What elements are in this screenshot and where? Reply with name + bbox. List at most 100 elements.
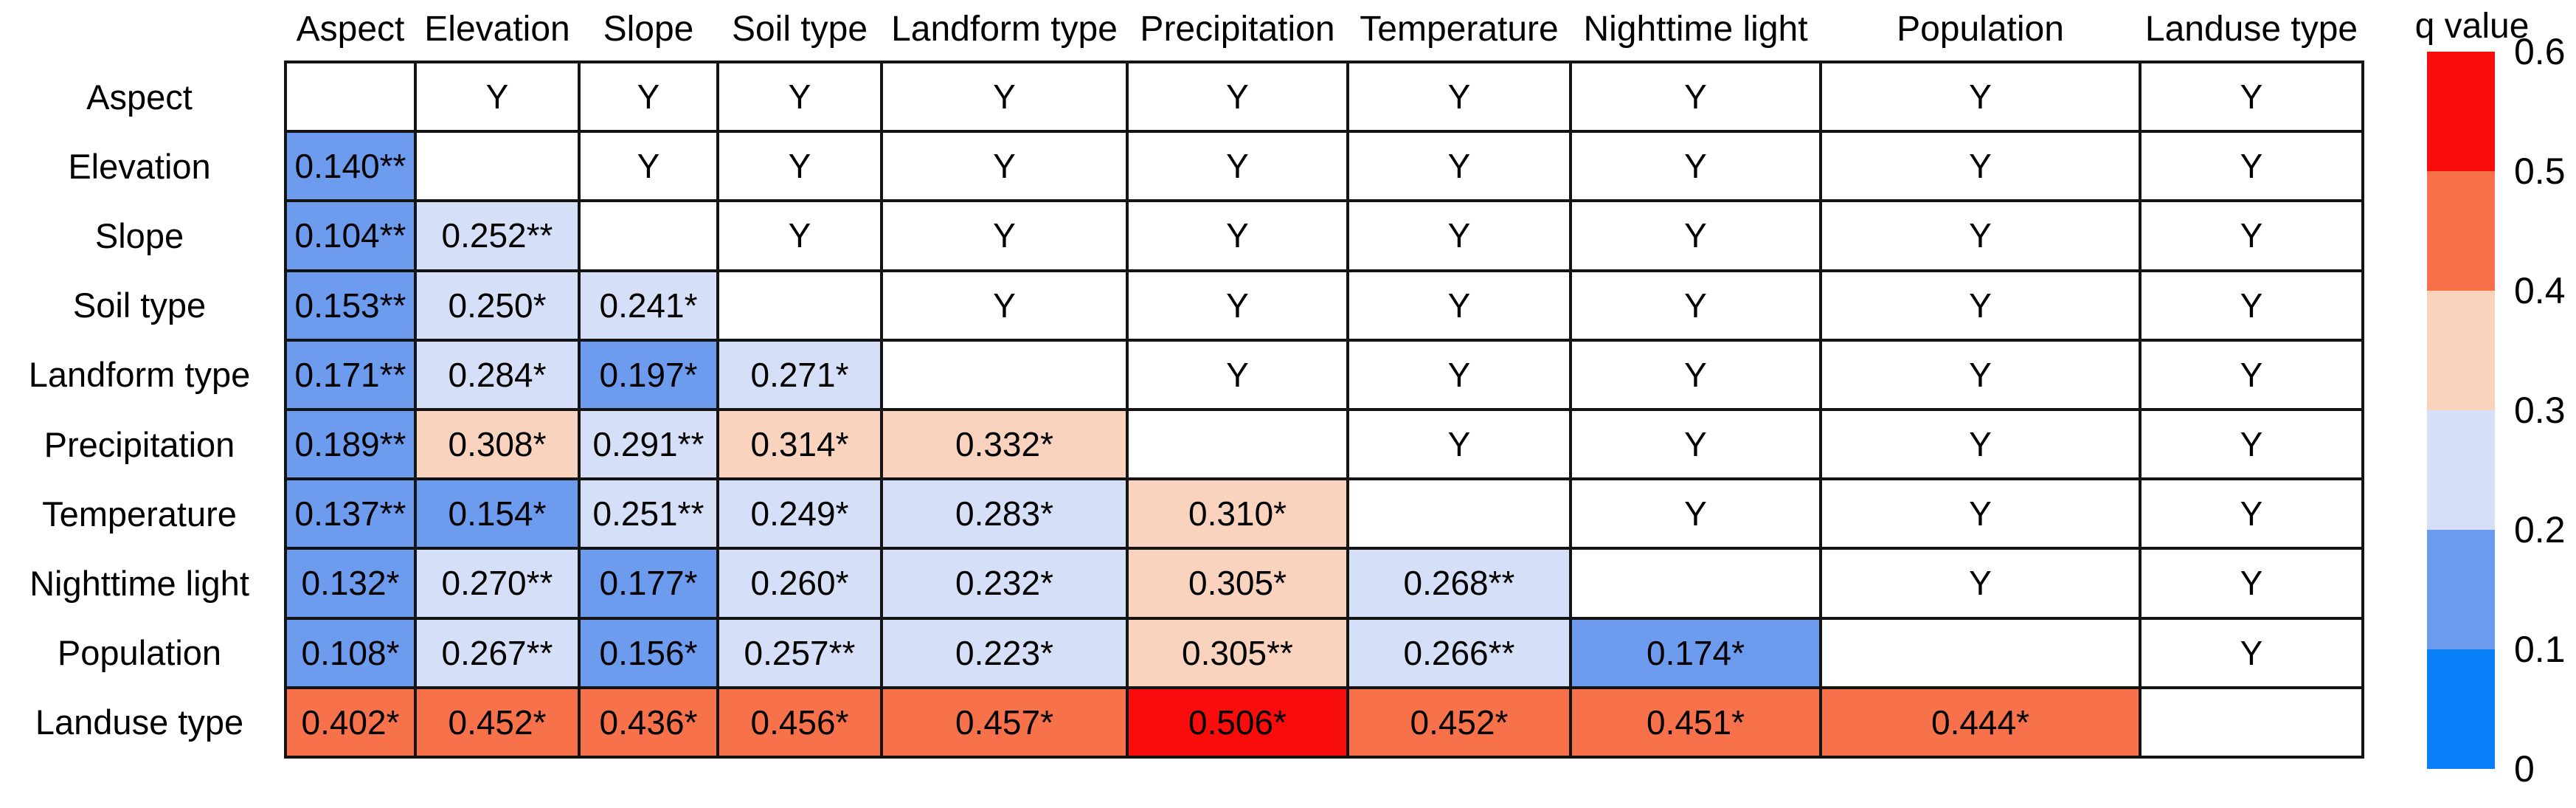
matrix-cell [1129, 410, 1346, 478]
matrix-cell: 0.506* [1129, 688, 1346, 756]
row-label-aspect: Aspect [86, 77, 193, 117]
matrix-cell: 0.452* [417, 688, 578, 756]
matrix-cell: Y [1572, 410, 1819, 478]
matrix-cell: Y [883, 272, 1126, 339]
matrix-cell: 0.291** [581, 410, 716, 478]
heatmap-matrix: Y Y Y Y Y Y Y Y Y 0.140** Y Y Y Y Y Y Y Y 0.104** 0.252** Y Y… [284, 61, 2364, 759]
matrix-cell: Y [1349, 410, 1569, 478]
matrix-cell: 0.451* [1572, 688, 1819, 756]
matrix-cell: 0.305* [1129, 550, 1346, 617]
row-label-landform-type: Landform type [28, 355, 251, 395]
matrix-cell: Y [1822, 550, 2139, 617]
matrix-cell: Y [883, 133, 1126, 200]
matrix-cell: Y [1572, 202, 1819, 269]
matrix-cell: 0.257** [719, 619, 880, 686]
matrix-cell: 0.457* [883, 688, 1126, 756]
matrix-cell: 0.140** [287, 133, 414, 200]
matrix-cell: 0.223* [883, 619, 1126, 686]
matrix-cell: 0.104** [287, 202, 414, 269]
matrix-cell: 0.436* [581, 688, 716, 756]
matrix-cell: 0.177* [581, 550, 716, 617]
matrix-cell: 0.260* [719, 550, 880, 617]
matrix-cell: Y [2142, 133, 2361, 200]
row-label-soil-type: Soil type [72, 286, 207, 325]
matrix-cell: 0.308* [417, 410, 578, 478]
matrix-cell: 0.241* [581, 272, 716, 339]
matrix-cell: Y [719, 202, 880, 269]
colorbar-tick-0.6: 0.6 [2514, 31, 2566, 72]
column-header-aspect: Aspect [296, 10, 405, 49]
matrix-cell: 0.252** [417, 202, 578, 269]
matrix-cell: Y [719, 133, 880, 200]
matrix-cell: Y [1349, 341, 1569, 408]
row-label-precipitation: Precipitation [44, 424, 235, 464]
row-label-slope: Slope [94, 215, 184, 255]
colorbar-band-0.5-0.6 [2427, 52, 2495, 171]
matrix-cell: Y [1572, 272, 1819, 339]
matrix-cell: 0.266** [1349, 619, 1569, 686]
matrix-cell: Y [1349, 63, 1569, 131]
matrix-cell: Y [1572, 63, 1819, 131]
matrix-cell: Y [1129, 272, 1346, 339]
matrix-cell: Y [1572, 480, 1819, 548]
matrix-cell: 0.251** [581, 480, 716, 548]
matrix-cell: 0.452* [1349, 688, 1569, 756]
matrix-cell [1349, 480, 1569, 548]
column-header-soil-type: Soil type [731, 10, 868, 49]
matrix-cell: Y [1572, 133, 1819, 200]
matrix-cell [1572, 550, 1819, 617]
matrix-cell: 0.267** [417, 619, 578, 686]
matrix-cell: Y [1349, 202, 1569, 269]
matrix-cell: 0.174* [1572, 619, 1819, 686]
colorbar-tick-0: 0 [2514, 748, 2535, 790]
colorbar-title: q value [2414, 7, 2530, 46]
matrix-cell: 0.232* [883, 550, 1126, 617]
matrix-cell [581, 202, 716, 269]
colorbar-tick-0.2: 0.2 [2514, 509, 2566, 550]
colorbar-band-0.1-0.2 [2427, 530, 2495, 649]
colorbar-tick-0.1: 0.1 [2514, 629, 2566, 670]
matrix-cell: Y [883, 63, 1126, 131]
matrix-cell [2142, 688, 2361, 756]
matrix-cell: Y [1349, 133, 1569, 200]
matrix-cell: Y [1129, 133, 1346, 200]
column-header-temperature: Temperature [1360, 10, 1559, 49]
colorbar-tick-0.3: 0.3 [2514, 390, 2566, 431]
matrix-cell: Y [1822, 133, 2139, 200]
matrix-cell: 0.310* [1129, 480, 1346, 548]
colorbar-band-0-0.1 [2427, 649, 2495, 769]
matrix-cell: Y [719, 63, 880, 131]
matrix-cell [417, 133, 578, 200]
matrix-cell: 0.283* [883, 480, 1126, 548]
matrix-cell: Y [1129, 202, 1346, 269]
matrix-cell [883, 341, 1126, 408]
matrix-cell: 0.171** [287, 341, 414, 408]
matrix-cell: Y [1822, 272, 2139, 339]
matrix-cell: Y [2142, 550, 2361, 617]
matrix-cell: Y [1129, 63, 1346, 131]
matrix-cell: Y [1572, 341, 1819, 408]
matrix-cell: 0.402* [287, 688, 414, 756]
matrix-cell: 0.132* [287, 550, 414, 617]
matrix-cell: 0.314* [719, 410, 880, 478]
matrix-cell: Y [2142, 341, 2361, 408]
column-header-landuse-type: Landuse type [2144, 10, 2358, 49]
matrix-cell: Y [1129, 341, 1346, 408]
colorbar-tick-0.4: 0.4 [2514, 270, 2566, 311]
colorbar-band-0.3-0.4 [2427, 291, 2495, 410]
colorbar-band-0.2-0.3 [2427, 410, 2495, 530]
matrix-cell: Y [2142, 410, 2361, 478]
matrix-cell: 0.250* [417, 272, 578, 339]
matrix-cell: 0.153** [287, 272, 414, 339]
matrix-cell: 0.137** [287, 480, 414, 548]
colorbar-tick-0.5: 0.5 [2514, 151, 2566, 192]
matrix-cell: Y [2142, 272, 2361, 339]
matrix-cell: Y [1822, 341, 2139, 408]
row-label-population: Population [57, 633, 222, 673]
column-header-nighttime-light: Nighttime light [1583, 10, 1808, 49]
matrix-cell: Y [2142, 63, 2361, 131]
matrix-cell: Y [1822, 480, 2139, 548]
colorbar-band-0.4-0.5 [2427, 171, 2495, 291]
matrix-cell: Y [2142, 202, 2361, 269]
